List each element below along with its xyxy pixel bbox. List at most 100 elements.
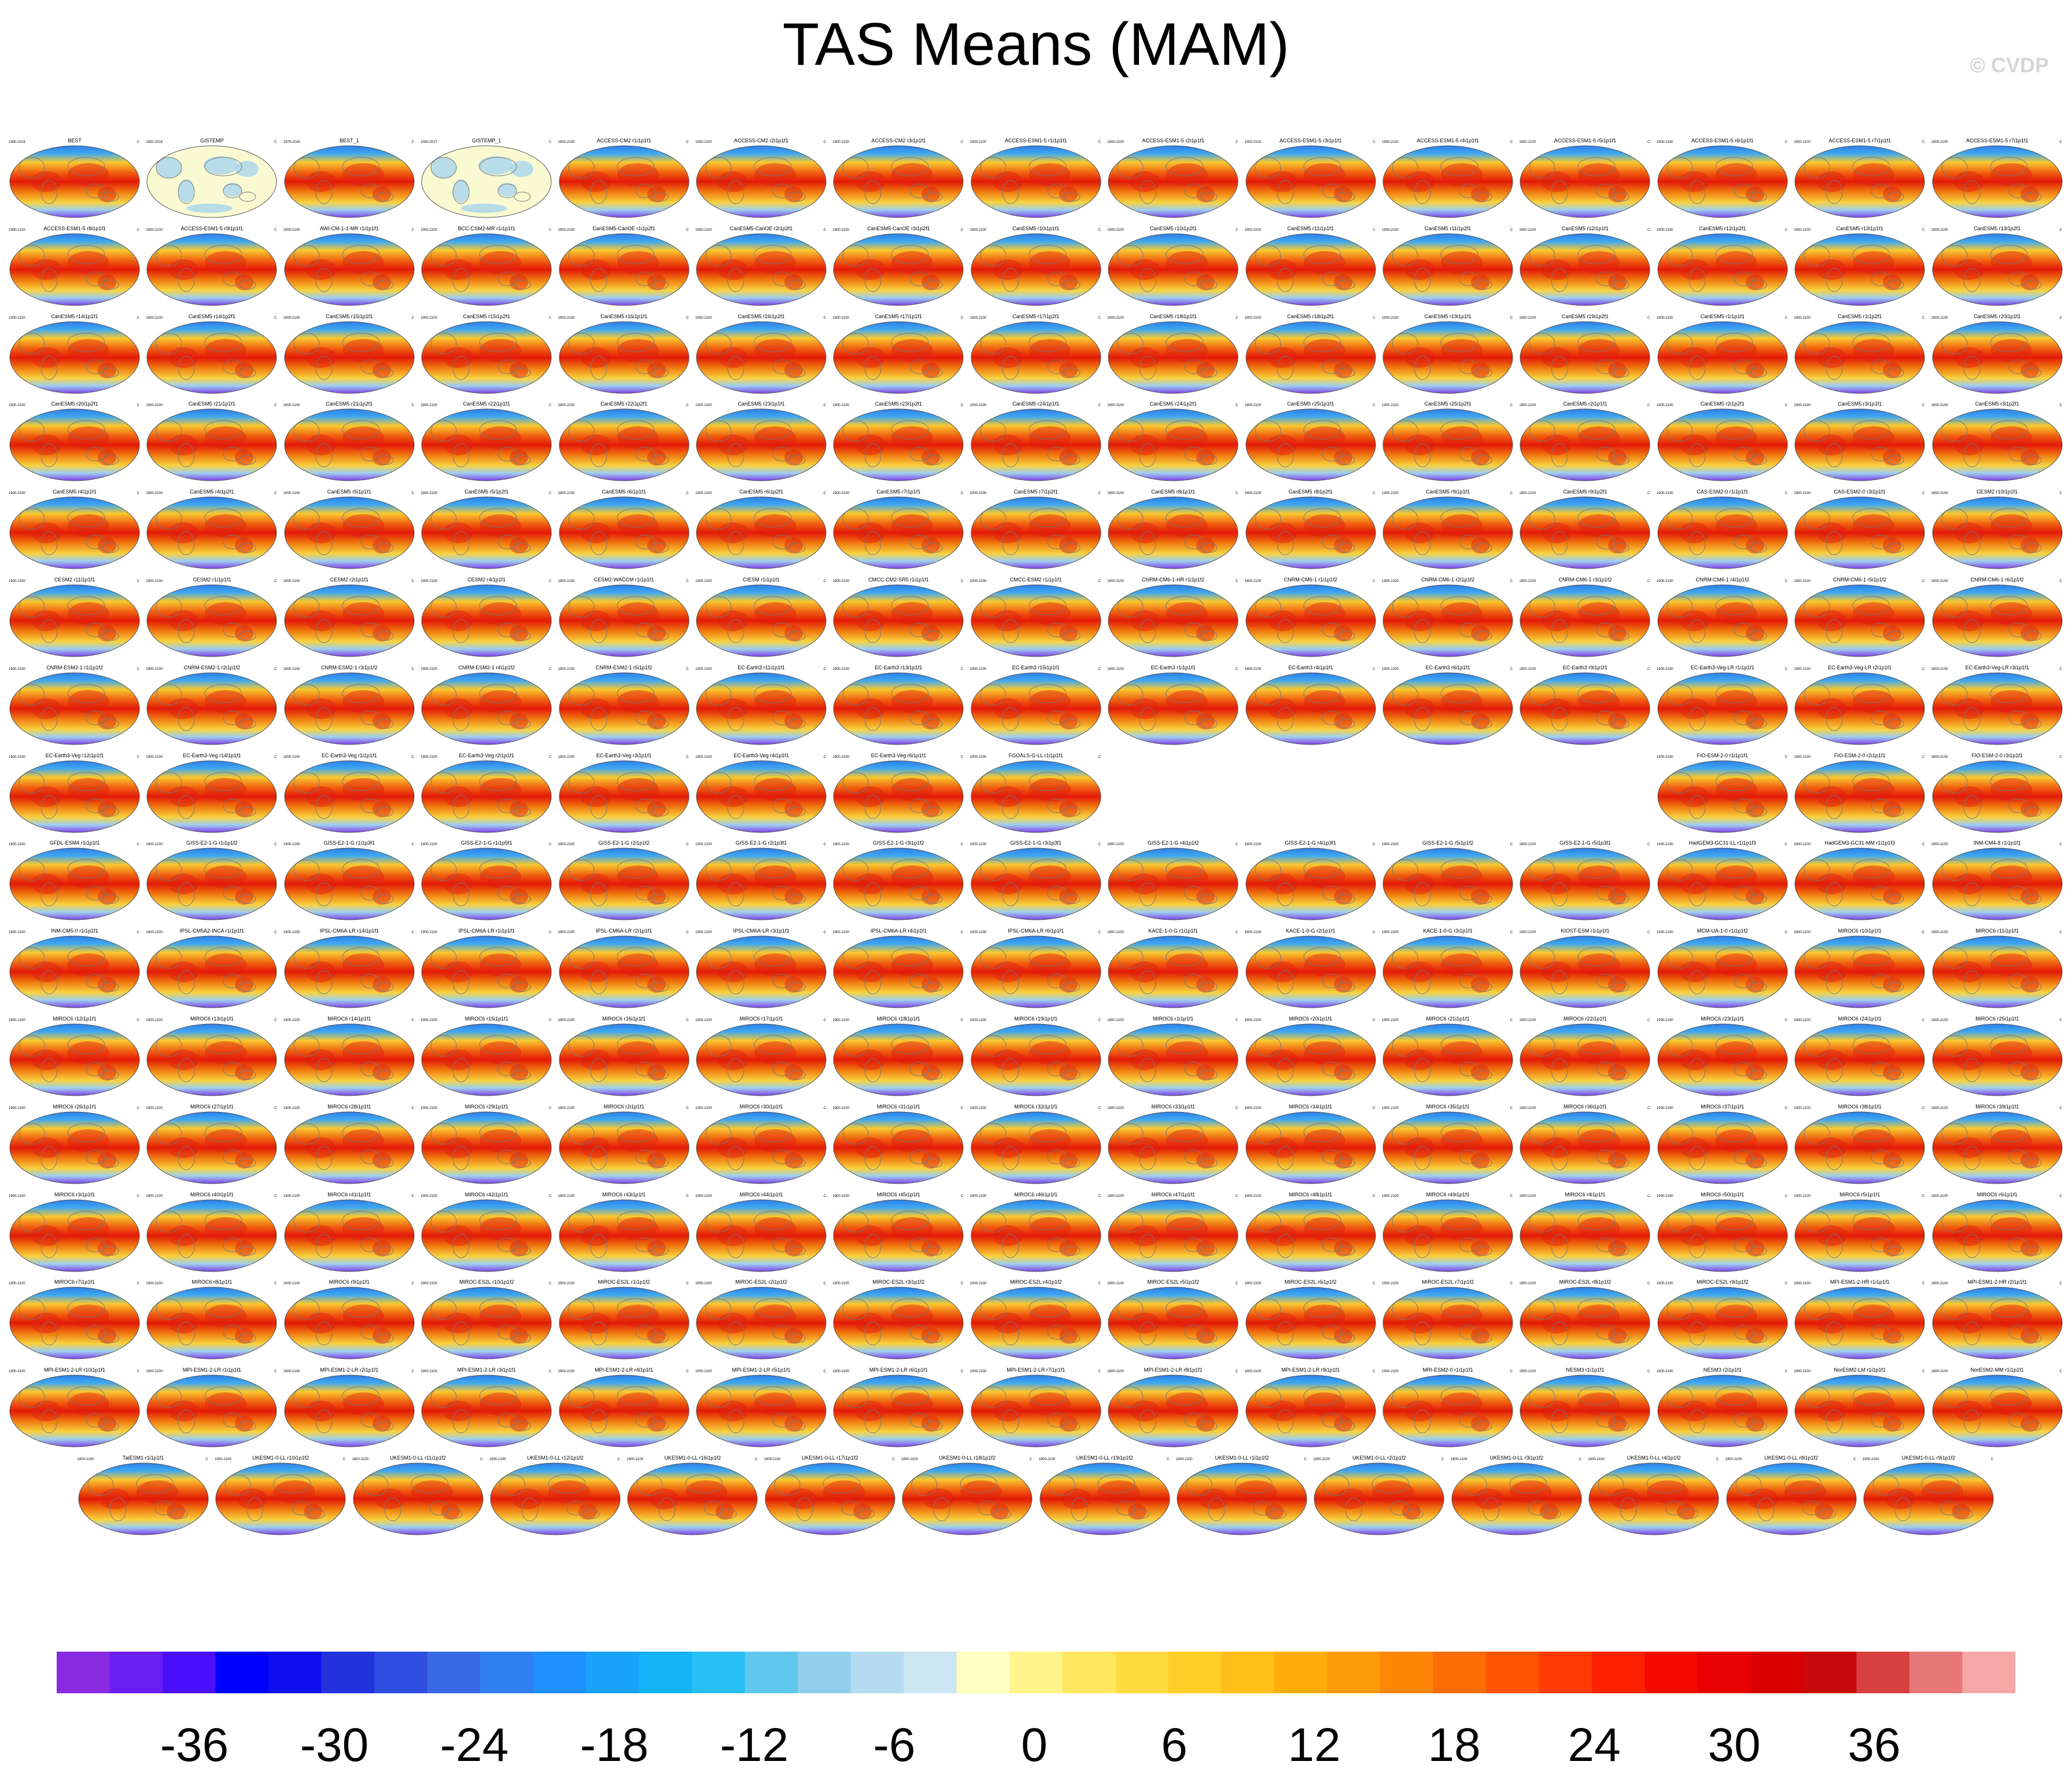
temperature-field — [1245, 672, 1376, 745]
temperature-field — [1932, 848, 2062, 920]
map-plot — [627, 1462, 758, 1535]
map-panel: EC-Earth3-Veg r2i1p1f1 1900-2100 C — [421, 753, 552, 834]
panel-units: C — [823, 1370, 826, 1374]
continent-outline — [568, 157, 595, 179]
map-border — [9, 584, 140, 657]
map-panel: CanESM5 r13i1p2f1 1900-2100 C — [1931, 226, 2063, 307]
map-panel: KACE-1-0-G r1i1p1f1 1900-2100 C — [1107, 928, 1239, 1009]
continent-outline — [909, 710, 929, 725]
continent-outline — [239, 894, 256, 904]
map-border — [1108, 233, 1238, 306]
continent-outline — [1963, 268, 1981, 292]
temperature-field — [696, 672, 826, 745]
continent-outline — [1117, 596, 1144, 618]
land-warm-region — [617, 690, 659, 713]
continent-outline — [1166, 859, 1204, 879]
panel-title: MIROC6 r28i1p1f1 — [327, 1103, 371, 1110]
continent-outline — [1414, 443, 1431, 467]
continent-outline — [497, 183, 517, 198]
map-panel: CanESM5 r1i1p1f1 1900-2100 C — [1657, 314, 1789, 395]
map-panel: EC-Earth3 r1i1p1f1 1900-2100 C — [1107, 665, 1239, 746]
map-border — [284, 408, 415, 481]
temperature-field — [1520, 233, 1650, 305]
continent-outline — [1117, 508, 1144, 530]
panel-units: C — [823, 1282, 826, 1286]
land-warm-region — [1608, 625, 1627, 642]
colorbar-segment — [109, 1652, 163, 1693]
land-warm-region — [1578, 1041, 1620, 1064]
panel-title: MRI-ESM2-0 r1i1p1f1 — [1422, 1367, 1473, 1373]
land-warm-region — [1883, 625, 1902, 642]
map-border — [146, 848, 277, 920]
panel-years: 1900-2100 — [1382, 228, 1399, 232]
panel-units: C — [961, 1370, 964, 1374]
continent-outline — [1688, 443, 1706, 467]
panel-units: C — [548, 1282, 552, 1286]
continent-outline — [223, 1062, 242, 1077]
land-warm-region — [1578, 1392, 1620, 1416]
continent-outline — [864, 443, 882, 467]
panel-title: CanESM5 r3i1p2f1 — [1975, 401, 2019, 407]
temperature-field — [1795, 848, 1925, 920]
panel-years: 1900-2100 — [283, 1019, 300, 1022]
temperature-field — [559, 760, 689, 832]
panel-units: C — [274, 931, 277, 935]
continent-outline — [1322, 271, 1341, 286]
map-panel: UKESM1-0-LL r4i1p1f2 1900-2100 C — [1588, 1455, 1720, 1536]
panel-title: UKESM1-0-LL r10i1p1f2 — [252, 1455, 309, 1461]
panel-title: ACCESS-ESM1-5 r2i1p1f1 — [1142, 138, 1204, 143]
panel-years: 1900-2100 — [969, 580, 987, 583]
panel-years: 1900-2100 — [146, 931, 163, 935]
land-warm-region — [2020, 274, 2039, 290]
land-warm-region — [921, 449, 941, 466]
continent-outline — [926, 367, 943, 378]
land-warm-region — [1853, 690, 1895, 713]
panel-units: C — [411, 755, 414, 759]
land-warm-region — [68, 426, 109, 450]
panel-years: 1900-2100 — [558, 316, 575, 320]
temperature-field — [834, 409, 964, 481]
continent-outline — [651, 982, 669, 992]
continent-outline — [1277, 268, 1294, 292]
temperature-field — [971, 672, 1101, 745]
continent-outline — [156, 947, 182, 969]
panel-title: CanESM5 r3i1p1f1 — [1838, 401, 1882, 407]
land-warm-region — [1333, 977, 1352, 993]
panel-title: MPI-ESM1-2-LR r1i1p1f1 — [182, 1367, 241, 1373]
map-border — [971, 848, 1101, 920]
land-warm-region — [342, 1041, 384, 1064]
map-panel: UKESM1-0-LL r9i1p1f2 1900-2100 C — [1863, 1455, 1994, 1536]
panel-units: C — [1785, 228, 1787, 232]
land-warm-region — [921, 1416, 941, 1432]
map-border — [1108, 321, 1238, 394]
map-border — [1932, 760, 2063, 833]
continent-outline — [1414, 268, 1431, 292]
continent-outline — [156, 859, 182, 881]
panel-units: C — [274, 404, 277, 408]
continent-outline — [239, 455, 256, 465]
panel-title: GISS-E2-1-G r1i1p5f1 — [460, 840, 513, 846]
temperature-field — [1657, 672, 1787, 745]
map-plot — [9, 848, 140, 920]
panel-units: C — [1785, 580, 1787, 583]
land-warm-region — [372, 1152, 391, 1169]
continent-outline — [1392, 947, 1418, 969]
panel-years: 1900-2100 — [9, 404, 25, 408]
continent-outline — [1440, 333, 1479, 352]
panel-units: C — [1922, 755, 1925, 759]
land-warm-region — [1059, 1416, 1078, 1432]
continent-outline — [1551, 443, 1568, 467]
continent-outline — [590, 970, 607, 994]
continent-outline — [1826, 619, 1843, 643]
map-plot — [1245, 848, 1376, 920]
panel-title: KIOST-ESM r1i1p1f1 — [1561, 928, 1610, 934]
continent-outline — [772, 886, 792, 901]
panel-years: 1900-2100 — [832, 843, 850, 847]
temperature-field — [422, 409, 552, 481]
land-warm-region — [754, 338, 796, 362]
map-border — [421, 408, 552, 481]
continent-outline — [1871, 535, 1890, 550]
panel-title: CanESM5 r5i1p2f1 — [464, 489, 509, 495]
map-plot — [421, 233, 552, 306]
map-panel: MIROC-ES2L r7i1p1f2 1900-2100 C — [1382, 1279, 1514, 1360]
